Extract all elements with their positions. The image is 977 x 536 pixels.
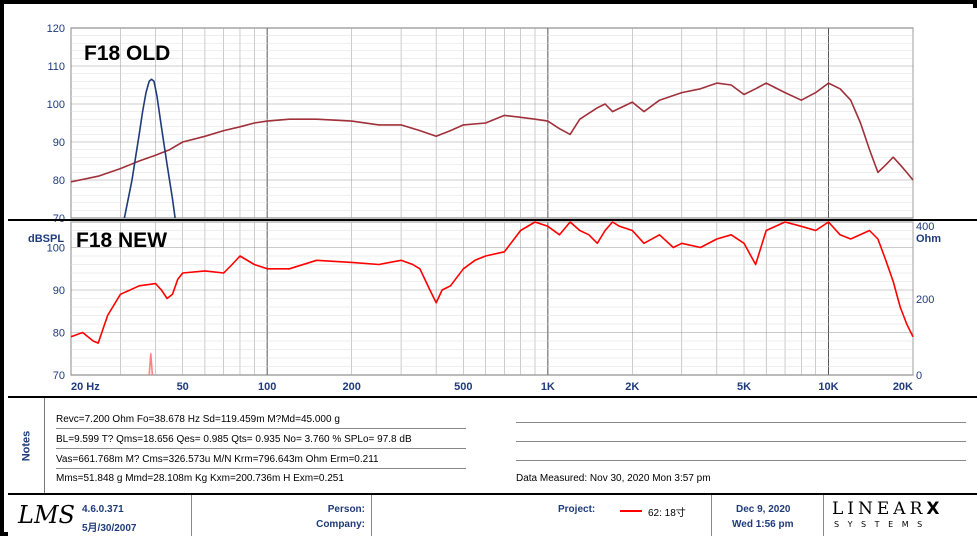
footer-project-cell: Project: 62: 18寸 bbox=[372, 495, 712, 536]
y-tick-label: 90 bbox=[53, 285, 65, 297]
brand-x: X bbox=[926, 499, 944, 519]
old-response-panel: 708090100110120 F18 OLD bbox=[47, 23, 914, 225]
new-series-lines bbox=[70, 221, 914, 376]
x-tick-label: 2K bbox=[625, 381, 639, 393]
brand-subtitle: S Y S T E M S bbox=[834, 520, 926, 529]
data-measured: Data Measured: Nov 30, 2020 Mon 3:57 pm bbox=[516, 473, 711, 484]
note-line-2: BL=9.599 T? Qms=18.656 Qes= 0.985 Qts= 0… bbox=[56, 434, 412, 445]
x-tick-label: 1K bbox=[541, 381, 555, 393]
footer-date: Dec 9, 2020 bbox=[736, 504, 791, 515]
note-line-3: Vas=661.768m M? Cms=326.573u M/N Krm=796… bbox=[56, 454, 379, 465]
brand-text: LINEAR bbox=[832, 499, 927, 519]
legend-swatch bbox=[620, 510, 642, 512]
project-label: Project: bbox=[558, 504, 596, 515]
old-plot-frame bbox=[70, 27, 914, 219]
x-tick-label: 50 bbox=[177, 381, 189, 393]
new-response-panel: 70 80 90 100 0 200 400 20 Hz 50 100 200 500 1K 2K 5K… bbox=[28, 221, 941, 393]
x-tick-labels: 20 Hz 50 100 200 500 1K 2K 5K 10K 20K bbox=[71, 381, 913, 393]
old-series-lines bbox=[70, 78, 914, 219]
y-tick-label: 90 bbox=[53, 137, 65, 149]
x-tick-label: 20K bbox=[893, 381, 913, 393]
legend-entry: 62: 18寸 bbox=[648, 508, 686, 519]
y2-tick-label: 400 bbox=[916, 221, 934, 233]
footer-person-cell: Person: Company: bbox=[192, 495, 372, 536]
notes-label-box: Notes bbox=[8, 398, 45, 493]
y-tick-label: 110 bbox=[47, 61, 65, 73]
footer-datetime-cell: Dec 9, 2020 Wed 1:56 pm bbox=[712, 495, 824, 536]
y-axis-label-dbspl: dBSPL bbox=[28, 233, 64, 245]
y2-tick-label: 0 bbox=[916, 370, 922, 382]
note-rule bbox=[56, 448, 466, 449]
linearx-logo: LINEARX bbox=[832, 499, 943, 519]
note-rule bbox=[56, 428, 466, 429]
series-line bbox=[70, 221, 914, 344]
footer-time: Wed 1:56 pm bbox=[732, 519, 794, 530]
y2-tick-label: 200 bbox=[916, 294, 934, 306]
y-tick-label: 100 bbox=[47, 99, 65, 111]
chart-area: 70 80 90 100 110 120 F18 OLD 70 80 90 100 0 200 40… bbox=[8, 8, 977, 396]
version-number: 4.6.0.371 bbox=[82, 504, 124, 515]
x-tick-label: 5K bbox=[737, 381, 751, 393]
old-chart-title: F18 OLD bbox=[84, 42, 170, 65]
version-date: 5月/30/2007 bbox=[82, 523, 137, 534]
new-y2-tick-labels: 0 200 400 bbox=[916, 221, 934, 382]
company-label: Company: bbox=[316, 519, 365, 530]
series-line bbox=[123, 78, 176, 219]
x-tick-label: 20 Hz bbox=[71, 381, 100, 393]
x-tick-label: 200 bbox=[342, 381, 360, 393]
footer-bar: LMS 4.6.0.371 5月/30/2007 Person: Company… bbox=[8, 495, 977, 536]
new-chart-title: F18 NEW bbox=[76, 229, 167, 252]
notes-label: Notes bbox=[20, 430, 32, 461]
note-rule bbox=[516, 441, 966, 442]
x-tick-label: 10K bbox=[818, 381, 838, 393]
old-gridlines bbox=[70, 27, 914, 219]
x-tick-label: 500 bbox=[454, 381, 472, 393]
footer-brand-cell: LINEARX S Y S T E M S bbox=[824, 495, 977, 536]
y-tick-label: 100 bbox=[47, 243, 65, 255]
y2-axis-label-ohm: Ohm bbox=[916, 233, 941, 245]
y-tick-label: 80 bbox=[53, 328, 65, 340]
y-tick-label: 120 bbox=[47, 23, 65, 35]
footer-version-cell: LMS 4.6.0.371 5月/30/2007 bbox=[8, 495, 192, 536]
x-tick-label: 100 bbox=[258, 381, 276, 393]
note-rule bbox=[56, 468, 466, 469]
series-line bbox=[148, 353, 154, 376]
y-tick-label: 70 bbox=[53, 370, 65, 382]
note-line-1: Revc=7.200 Ohm Fo=38.678 Hz Sd=119.459m … bbox=[56, 414, 340, 425]
lms-logo: LMS bbox=[18, 501, 75, 529]
y-tick-label: 80 bbox=[53, 175, 65, 187]
frequency-response-chart: 70 80 90 100 110 120 F18 OLD 70 80 90 100 0 200 40… bbox=[8, 23, 977, 393]
note-rule bbox=[516, 422, 966, 423]
note-line-4: Mms=51.848 g Mmd=28.108m Kg Kxm=200.736m… bbox=[56, 473, 344, 484]
new-y-tick-labels: 70 80 90 100 bbox=[47, 243, 65, 383]
person-label: Person: bbox=[327, 504, 365, 515]
new-gridlines bbox=[70, 221, 914, 376]
old-y-tick-labels: 708090100110120 bbox=[47, 23, 65, 225]
series-line bbox=[70, 82, 914, 183]
notes-panel: Notes Revc=7.200 Ohm Fo=38.678 Hz Sd=119… bbox=[8, 396, 977, 495]
note-rule bbox=[516, 460, 966, 461]
